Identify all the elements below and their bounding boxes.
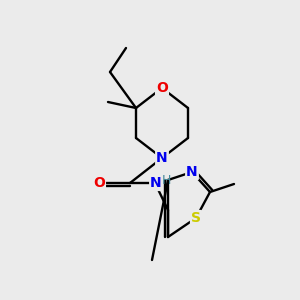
Text: O: O [156, 81, 168, 95]
Text: H: H [161, 173, 171, 187]
Text: N: N [150, 176, 162, 190]
Text: O: O [93, 176, 105, 190]
Text: S: S [191, 211, 201, 225]
Text: N: N [186, 165, 198, 179]
Text: N: N [156, 151, 168, 165]
